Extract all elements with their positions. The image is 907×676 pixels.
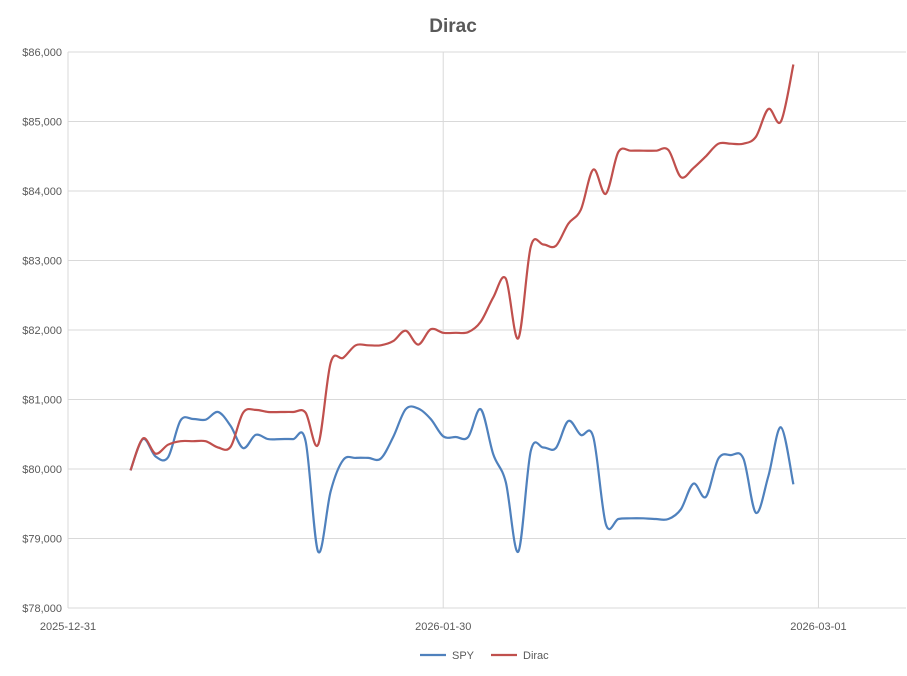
y-axis-ticks: $78,000 $79,000 $80,000 $81,000 $82,000 $83,0… [22, 47, 62, 615]
series-line-spy [129, 405, 795, 554]
legend-label-spy: SPY [452, 650, 475, 662]
x-tick-label: 2025-12-31 [40, 621, 96, 633]
legend: SPY Dirac [420, 650, 549, 662]
y-tick-label: $85,000 [22, 117, 62, 129]
y-tick-label: $78,000 [22, 603, 62, 615]
y-tick-label: $79,000 [22, 534, 62, 546]
series-line-dirac [129, 64, 795, 471]
y-tick-label: $84,000 [22, 186, 62, 198]
y-tick-label: $81,000 [22, 395, 62, 407]
y-tick-label: $82,000 [22, 325, 62, 337]
gridlines [67, 51, 906, 609]
x-tick-label: 2026-03-01 [790, 621, 846, 633]
y-tick-label: $80,000 [22, 464, 62, 476]
x-tick-label: 2026-01-30 [415, 621, 471, 633]
chart-title: Dirac [429, 16, 477, 37]
x-axis-ticks: 2025-12-31 2026-01-30 2026-03-01 [40, 621, 847, 633]
series-lines [129, 64, 795, 554]
y-tick-label: $83,000 [22, 256, 62, 268]
legend-label-dirac: Dirac [523, 650, 549, 662]
y-tick-label: $86,000 [22, 47, 62, 59]
